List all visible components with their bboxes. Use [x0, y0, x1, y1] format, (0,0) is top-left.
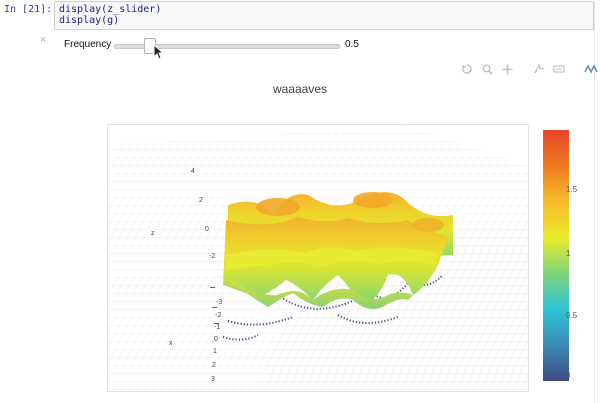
surface-highlight [226, 247, 438, 270]
frequency-slider-label: Frequency [64, 39, 112, 50]
colorbar-tick: 0 [566, 371, 571, 380]
z-axis-title: z [151, 230, 155, 237]
cell-prompt: In [21]: [4, 4, 53, 15]
modebar-spacer [572, 63, 578, 75]
z-axis-tick: 0 [205, 226, 209, 233]
colorbar-tick: 1 [566, 249, 571, 258]
surface-peak [353, 192, 393, 208]
reset-camera-icon[interactable] [460, 63, 474, 75]
surface-peak [256, 198, 300, 216]
zoom-icon[interactable] [480, 63, 494, 75]
close-widget-icon[interactable]: × [40, 34, 47, 46]
orbit-icon[interactable] [532, 63, 546, 75]
code-cell-editor[interactable]: display(z_slider) display(g) [54, 1, 594, 30]
plot-3d-scene[interactable]: z 4 2 0 -2 x -3 -2 -1 0 1 2 3 [107, 124, 529, 392]
colorbar-tick: 0.5 [566, 311, 578, 320]
frequency-slider-value: 0.5 [345, 39, 359, 50]
surface-plot [108, 125, 528, 391]
z-axis-tick: -2 [209, 253, 216, 260]
z-axis-tick: 4 [191, 168, 195, 175]
plot-title: waaaaves [272, 82, 328, 96]
x-axis-title: x [169, 340, 173, 347]
x-axis-tick: -1 [214, 324, 221, 331]
surface-front-lip [220, 275, 413, 309]
code-line-2: display(g) [59, 15, 120, 26]
z-axis-tick: 2 [199, 197, 203, 204]
mouse-pointer-icon [153, 44, 165, 60]
x-axis-tick: 0 [214, 336, 218, 343]
x-axis-tick: -3 [216, 299, 223, 306]
colorbar [543, 130, 569, 381]
turntable-icon[interactable] [552, 63, 566, 75]
code-line-1: display(z_slider) [59, 4, 162, 15]
modebar-spacer [520, 63, 526, 75]
x-axis-tick: 3 [211, 376, 215, 383]
x-axis-tick: 2 [212, 362, 216, 369]
colorbar-tick: 1.5 [566, 185, 578, 194]
axis-tick-marks [210, 287, 219, 324]
surface-peak [412, 218, 444, 232]
plotly-logo-icon[interactable] [584, 63, 598, 75]
pan-icon[interactable] [500, 63, 514, 75]
plot-modebar [460, 62, 600, 76]
x-axis-tick: 1 [213, 348, 217, 355]
x-axis-tick: -2 [215, 312, 222, 319]
frequency-slider-track[interactable] [114, 44, 340, 49]
output-area-border [594, 0, 595, 403]
